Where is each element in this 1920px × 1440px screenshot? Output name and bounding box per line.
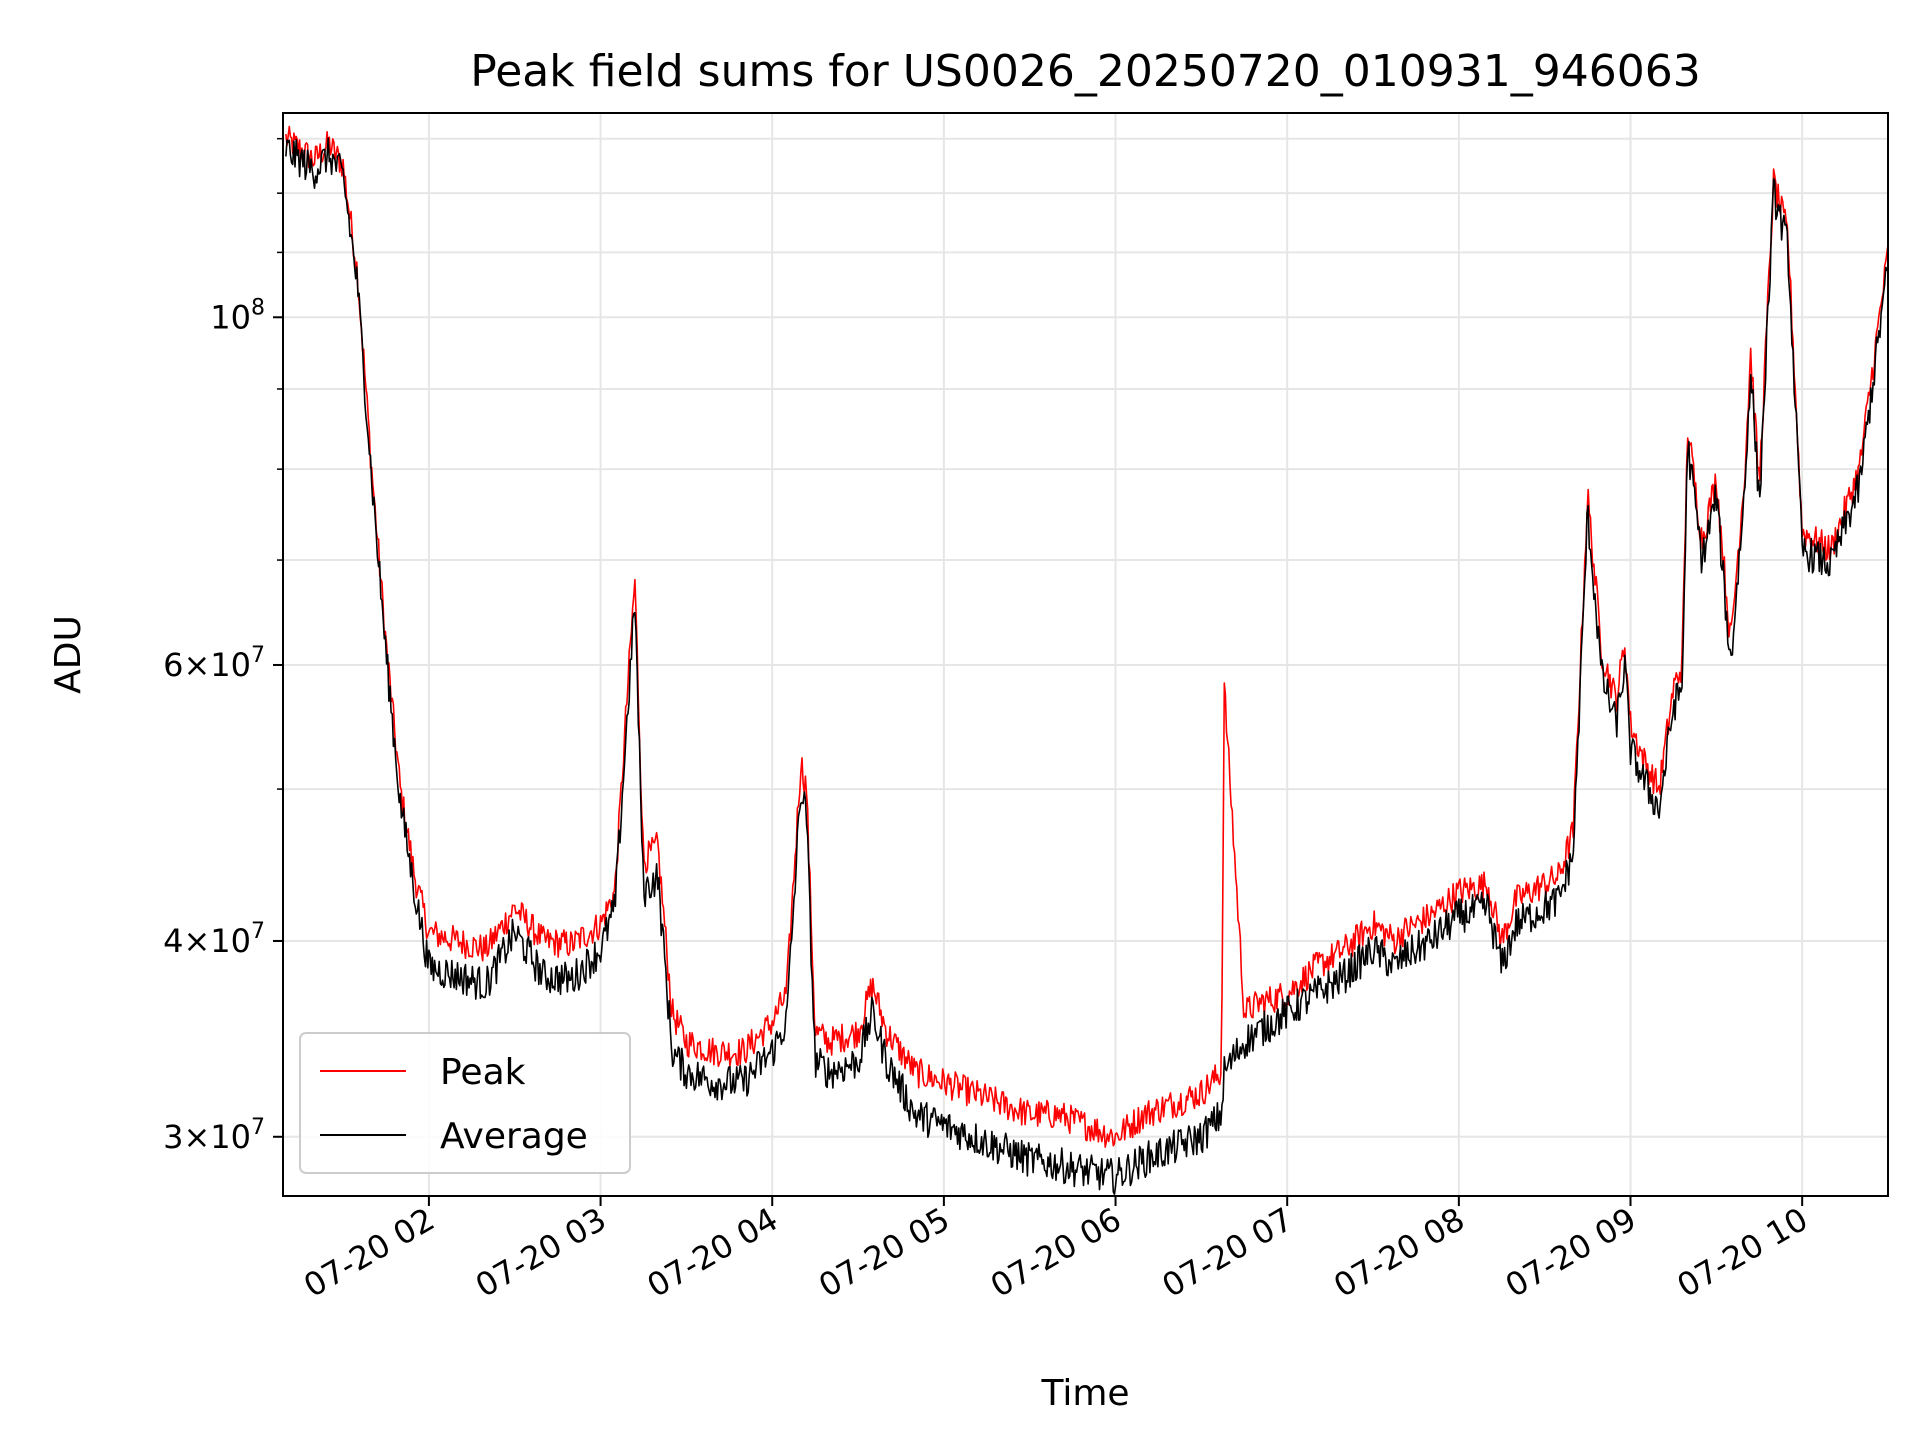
legend-box [299, 1032, 631, 1174]
y-tick-base: 10 [210, 298, 251, 336]
y-tick-label: 6×107 [163, 643, 265, 684]
plot-area-frame [282, 112, 1889, 1197]
legend: Peak Average [299, 1032, 631, 1174]
series-line-average [285, 137, 1889, 1195]
series-lines [285, 125, 1889, 1195]
chart-title: Peak field sums for US0026_20250720_0109… [470, 46, 1700, 97]
y-tick-label: 3×107 [163, 1115, 265, 1156]
y-tick-base: 4 [163, 922, 183, 960]
y-tick-base: 3 [163, 1118, 183, 1156]
y-tick-exponent: 7 [251, 919, 265, 944]
y-tick-label: 4×107 [163, 919, 265, 960]
y-axis-ticks: 3×107 4×107 6×107 108 [163, 137, 283, 1156]
legend-label-peak: Peak [440, 1052, 526, 1093]
y-tick-exponent: 7 [251, 1115, 265, 1140]
x-axis-label: Time [1040, 1373, 1129, 1414]
y-tick-exponent: 8 [251, 295, 265, 320]
y-tick-label: 108 [210, 295, 265, 336]
series-line-peak [285, 125, 1889, 1148]
y-tick-exponent: 7 [251, 643, 265, 668]
y-tick-base: 6 [163, 646, 183, 684]
legend-label-average: Average [440, 1116, 588, 1157]
y-axis-label: ADU [48, 615, 89, 694]
